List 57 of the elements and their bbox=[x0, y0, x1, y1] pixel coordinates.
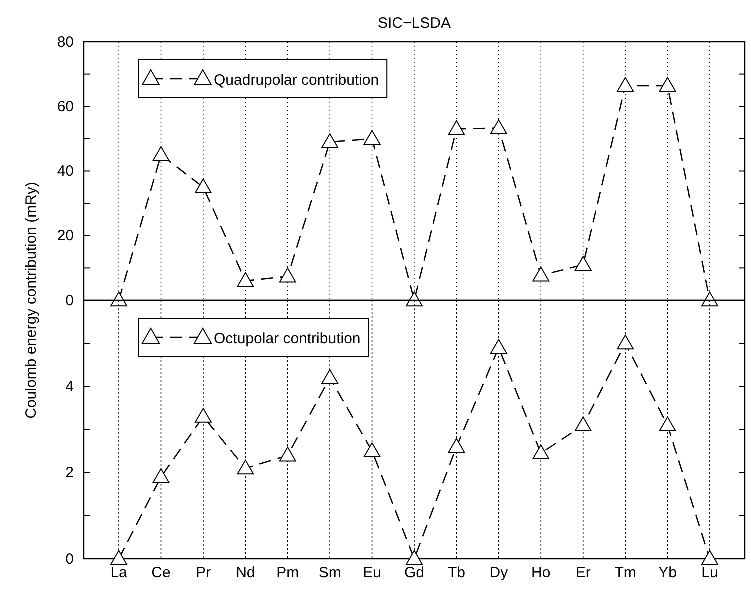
point bbox=[152, 468, 170, 484]
x-tick-label: Gd bbox=[404, 564, 425, 582]
point bbox=[110, 550, 128, 566]
y-tick-label: 80 bbox=[57, 34, 74, 51]
x-tick-label: Tb bbox=[448, 564, 466, 582]
legend-label: Quadrupolar contribution bbox=[214, 72, 380, 89]
point bbox=[490, 120, 508, 134]
point bbox=[279, 268, 296, 283]
point bbox=[322, 133, 339, 148]
point bbox=[237, 272, 254, 288]
point bbox=[617, 77, 634, 92]
legend-label: Octupolar contribution bbox=[214, 330, 361, 348]
x-tick-label: Tm bbox=[614, 564, 636, 582]
point bbox=[701, 292, 718, 307]
y-tick-label: 0 bbox=[66, 292, 74, 310]
point bbox=[110, 292, 128, 307]
point bbox=[574, 256, 592, 272]
x-tick-label: Yb bbox=[658, 564, 677, 582]
point bbox=[194, 408, 212, 423]
point bbox=[659, 77, 676, 92]
x-tick-label: Er bbox=[576, 564, 591, 582]
x-tick-label: Sm bbox=[318, 564, 342, 582]
x-tick-label: Ce bbox=[152, 564, 171, 582]
point bbox=[448, 438, 466, 454]
point bbox=[237, 460, 254, 475]
chart-title: SIC−LSDA bbox=[378, 15, 451, 32]
point bbox=[364, 130, 381, 146]
point bbox=[448, 120, 466, 136]
x-tick-label: Dy bbox=[490, 564, 509, 582]
y-tick-label: 2 bbox=[66, 464, 74, 482]
point bbox=[532, 266, 550, 282]
x-tick-label: Ho bbox=[532, 564, 551, 582]
x-tick-label: Eu bbox=[363, 564, 382, 582]
point bbox=[406, 550, 423, 566]
x-tick-label: Nd bbox=[236, 564, 256, 582]
point bbox=[364, 442, 381, 458]
point bbox=[279, 446, 296, 462]
point bbox=[574, 416, 592, 432]
point bbox=[490, 339, 508, 354]
point bbox=[406, 292, 423, 307]
point bbox=[194, 178, 212, 194]
y-tick-label: 40 bbox=[57, 163, 74, 180]
x-tick-label: La bbox=[110, 564, 128, 582]
y-tick-label: 60 bbox=[57, 98, 74, 116]
y-tick-label: 4 bbox=[66, 378, 74, 396]
point bbox=[617, 334, 634, 350]
x-tick-label: Pr bbox=[196, 564, 211, 582]
x-tick-label: Pm bbox=[276, 564, 300, 582]
point bbox=[701, 550, 718, 566]
point bbox=[322, 369, 339, 384]
point bbox=[659, 416, 676, 432]
y-axis-title: Coulomb energy contribution (mRy) bbox=[23, 182, 40, 419]
y-tick-label: 0 bbox=[66, 550, 74, 568]
x-tick-label: Lu bbox=[702, 564, 718, 582]
point bbox=[532, 444, 550, 460]
point bbox=[152, 146, 170, 162]
y-tick-label: 20 bbox=[57, 228, 74, 245]
